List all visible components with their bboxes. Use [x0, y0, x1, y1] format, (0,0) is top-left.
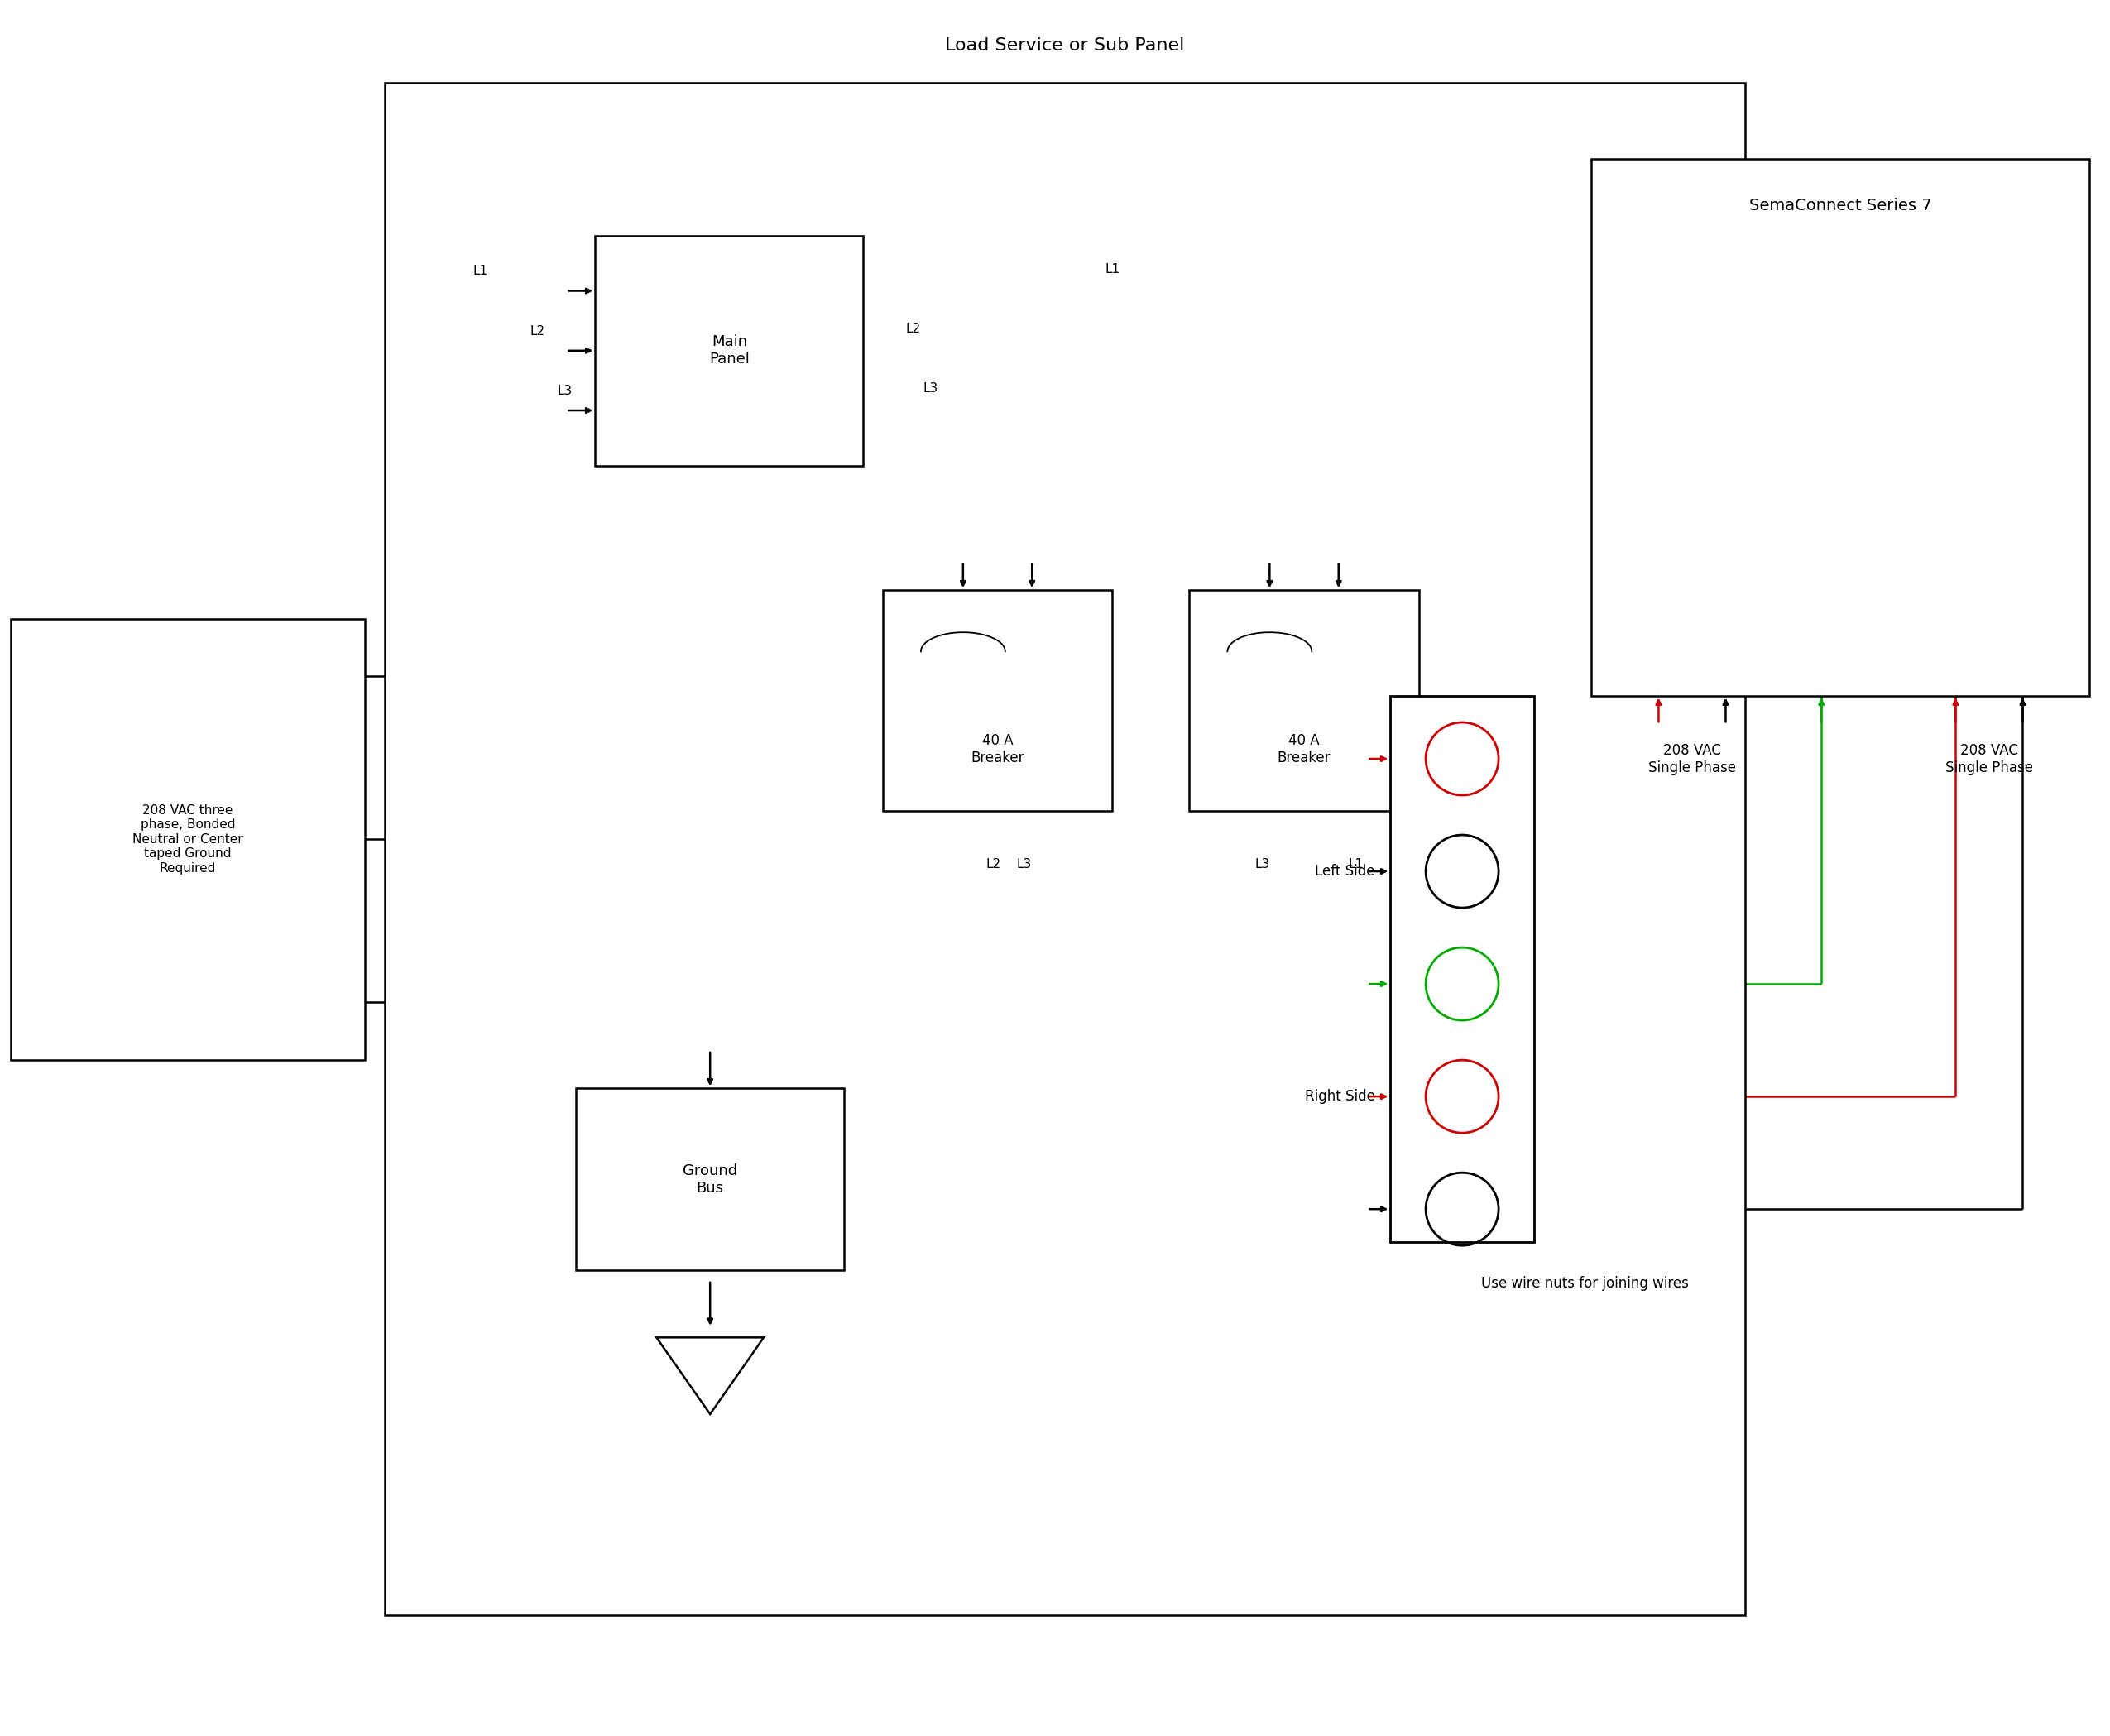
Text: L3: L3: [922, 382, 939, 396]
Text: L2: L2: [985, 858, 1000, 871]
Bar: [882, 590, 1112, 811]
Text: 208 VAC three
phase, Bonded
Neutral or Center
taped Ground
Required: 208 VAC three phase, Bonded Neutral or C…: [133, 804, 243, 875]
Bar: [384, 82, 1745, 1614]
Bar: [1591, 160, 2089, 696]
Text: SemaConnect Series 7: SemaConnect Series 7: [1749, 198, 1933, 214]
Text: Main
Panel: Main Panel: [709, 335, 749, 366]
Text: L2: L2: [905, 323, 920, 335]
Bar: [1190, 590, 1420, 811]
Text: L1: L1: [1348, 858, 1363, 871]
Bar: [576, 1088, 844, 1271]
Text: Load Service or Sub Panel: Load Service or Sub Panel: [945, 36, 1184, 54]
Text: L1: L1: [473, 266, 487, 278]
Text: L1: L1: [1106, 264, 1120, 276]
Text: Left Side: Left Side: [1315, 865, 1376, 878]
Bar: [595, 236, 863, 465]
Text: Right Side: Right Side: [1304, 1088, 1376, 1104]
Text: 208 VAC
Single Phase: 208 VAC Single Phase: [1648, 743, 1737, 776]
Text: L3: L3: [1017, 858, 1032, 871]
Bar: [11, 620, 365, 1059]
Text: Ground
Bus: Ground Bus: [684, 1163, 738, 1196]
Text: Use wire nuts for joining wires: Use wire nuts for joining wires: [1481, 1276, 1688, 1292]
Text: 40 A
Breaker: 40 A Breaker: [971, 733, 1023, 766]
Text: 40 A
Breaker: 40 A Breaker: [1277, 733, 1331, 766]
Text: L2: L2: [530, 325, 544, 337]
Bar: [1390, 696, 1534, 1241]
Text: L3: L3: [1255, 858, 1270, 871]
Text: L3: L3: [557, 385, 572, 398]
Text: 208 VAC
Single Phase: 208 VAC Single Phase: [1945, 743, 2032, 776]
